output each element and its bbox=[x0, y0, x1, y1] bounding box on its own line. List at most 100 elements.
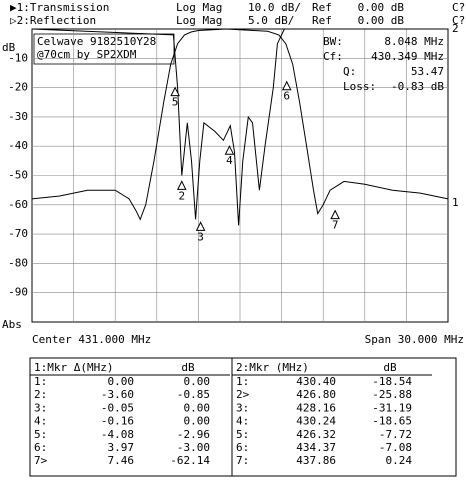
table-cell: 437.86 bbox=[296, 454, 336, 467]
table-cell: 0.00 bbox=[184, 415, 211, 428]
trace-line bbox=[31, 28, 448, 226]
header-text: ▷2:Reflection bbox=[10, 14, 96, 27]
y-tick-label: -50 bbox=[8, 169, 28, 182]
table-cell: -7.72 bbox=[379, 428, 412, 441]
y-tick-label: -10 bbox=[8, 51, 28, 64]
y-tick-label: -20 bbox=[8, 81, 28, 94]
table-cell: 3: bbox=[34, 401, 47, 414]
table-cell: -3.00 bbox=[177, 441, 210, 454]
y-tick-label: -30 bbox=[8, 110, 28, 123]
marker bbox=[195, 221, 206, 231]
table-cell: 0.24 bbox=[386, 454, 413, 467]
table-cell: 2> bbox=[236, 388, 250, 401]
table-cell: 3.97 bbox=[108, 441, 135, 454]
table-cell: 430.24 bbox=[296, 415, 336, 428]
marker bbox=[224, 145, 235, 155]
table-cell: 0.00 bbox=[108, 375, 135, 388]
table-cell: 6: bbox=[34, 441, 47, 454]
stat-label: Q: bbox=[343, 65, 356, 78]
trace-line bbox=[31, 28, 449, 221]
header-text: 0.00 dB bbox=[358, 14, 405, 27]
table-frame bbox=[29, 357, 457, 477]
stat-value: 53.47 bbox=[411, 65, 444, 78]
stat-label: BW: bbox=[323, 35, 343, 48]
span-label: Span 30.000 MHz bbox=[365, 333, 464, 346]
table-cell: -0.85 bbox=[177, 388, 210, 401]
marker-label: 7 bbox=[332, 219, 339, 232]
marker bbox=[176, 180, 187, 190]
y-tick-label: -70 bbox=[8, 227, 28, 240]
title-line: Celwave 9182510Y28 bbox=[37, 35, 156, 48]
stat-value: 430.349 MHz bbox=[371, 50, 444, 63]
marker-label: 3 bbox=[197, 230, 204, 243]
table-cell: 428.16 bbox=[296, 401, 336, 414]
table-header: dB bbox=[383, 361, 397, 374]
table-cell: -0.05 bbox=[101, 401, 134, 414]
table-cell: -18.54 bbox=[372, 375, 412, 388]
header-text: Log Mag bbox=[176, 1, 222, 14]
marker bbox=[330, 209, 340, 220]
table-cell: 7.46 bbox=[108, 454, 135, 467]
table-cell: -62.14 bbox=[170, 454, 210, 467]
trace-end-label: 2 bbox=[452, 22, 459, 35]
table-cell: -25.88 bbox=[372, 388, 412, 401]
header-text: Ref bbox=[312, 1, 332, 14]
header-text: ▶1:Transmission bbox=[10, 1, 109, 14]
table-header: 1:Mkr Δ(MHz) bbox=[34, 361, 113, 374]
stat-label: Loss: bbox=[343, 80, 376, 93]
table-cell: 7> bbox=[34, 454, 48, 467]
table-cell: 430.40 bbox=[296, 375, 336, 388]
table-cell: 0.00 bbox=[184, 375, 211, 388]
table-header: 2:Mkr (MHz) bbox=[236, 361, 309, 374]
table-cell: 426.80 bbox=[296, 388, 336, 401]
table-cell: -18.65 bbox=[372, 415, 412, 428]
table-cell: -2.96 bbox=[177, 428, 210, 441]
table-cell: -31.19 bbox=[372, 401, 412, 414]
table-cell: 2: bbox=[34, 388, 47, 401]
header-text: Ref bbox=[312, 14, 332, 27]
marker bbox=[170, 86, 180, 97]
marker-label: 2 bbox=[178, 189, 185, 202]
table-cell: 6: bbox=[236, 441, 249, 454]
table-cell: 1: bbox=[34, 375, 47, 388]
table-cell: 4: bbox=[34, 415, 47, 428]
table-cell: 5: bbox=[236, 428, 249, 441]
table-cell: 7: bbox=[236, 454, 249, 467]
trace-end-label: 1 bbox=[452, 196, 459, 209]
title-line: @70cm by SP2XDM bbox=[37, 48, 137, 61]
table-cell: 4: bbox=[236, 415, 249, 428]
marker-label: 4 bbox=[226, 154, 233, 167]
table-cell: 1: bbox=[236, 375, 249, 388]
y-tick-label: -40 bbox=[8, 139, 28, 152]
table-cell: 434.37 bbox=[296, 441, 336, 454]
marker-label: 5 bbox=[172, 96, 179, 109]
header-text: 0.00 dB bbox=[358, 1, 405, 14]
table-cell: 426.32 bbox=[296, 428, 336, 441]
y-axis-label: dB bbox=[2, 41, 16, 54]
stat-label: Cf: bbox=[323, 50, 343, 63]
y-unit-label: Abs bbox=[2, 318, 22, 331]
header-text: 10.0 dB/ bbox=[248, 1, 301, 14]
table-cell: 5: bbox=[34, 428, 47, 441]
table-cell: -7.08 bbox=[379, 441, 412, 454]
title-box bbox=[33, 33, 175, 65]
center-label: Center 431.000 MHz bbox=[32, 333, 151, 346]
y-tick-label: -80 bbox=[8, 256, 28, 269]
header-text: 5.0 dB/ bbox=[248, 14, 294, 27]
table-cell: 0.00 bbox=[184, 401, 211, 414]
y-tick-label: -60 bbox=[8, 198, 28, 211]
marker-label: 6 bbox=[283, 90, 290, 103]
marker bbox=[281, 80, 292, 91]
header-text: C? bbox=[452, 1, 465, 14]
table-cell: -4.08 bbox=[101, 428, 134, 441]
table-cell: -0.16 bbox=[101, 415, 134, 428]
table-cell: 3: bbox=[236, 401, 249, 414]
stat-value: 8.048 MHz bbox=[384, 35, 444, 48]
header-text: C? bbox=[452, 14, 465, 27]
y-tick-label: -90 bbox=[8, 286, 28, 299]
stat-value: -0.83 dB bbox=[391, 80, 444, 93]
table-header: dB bbox=[181, 361, 195, 374]
